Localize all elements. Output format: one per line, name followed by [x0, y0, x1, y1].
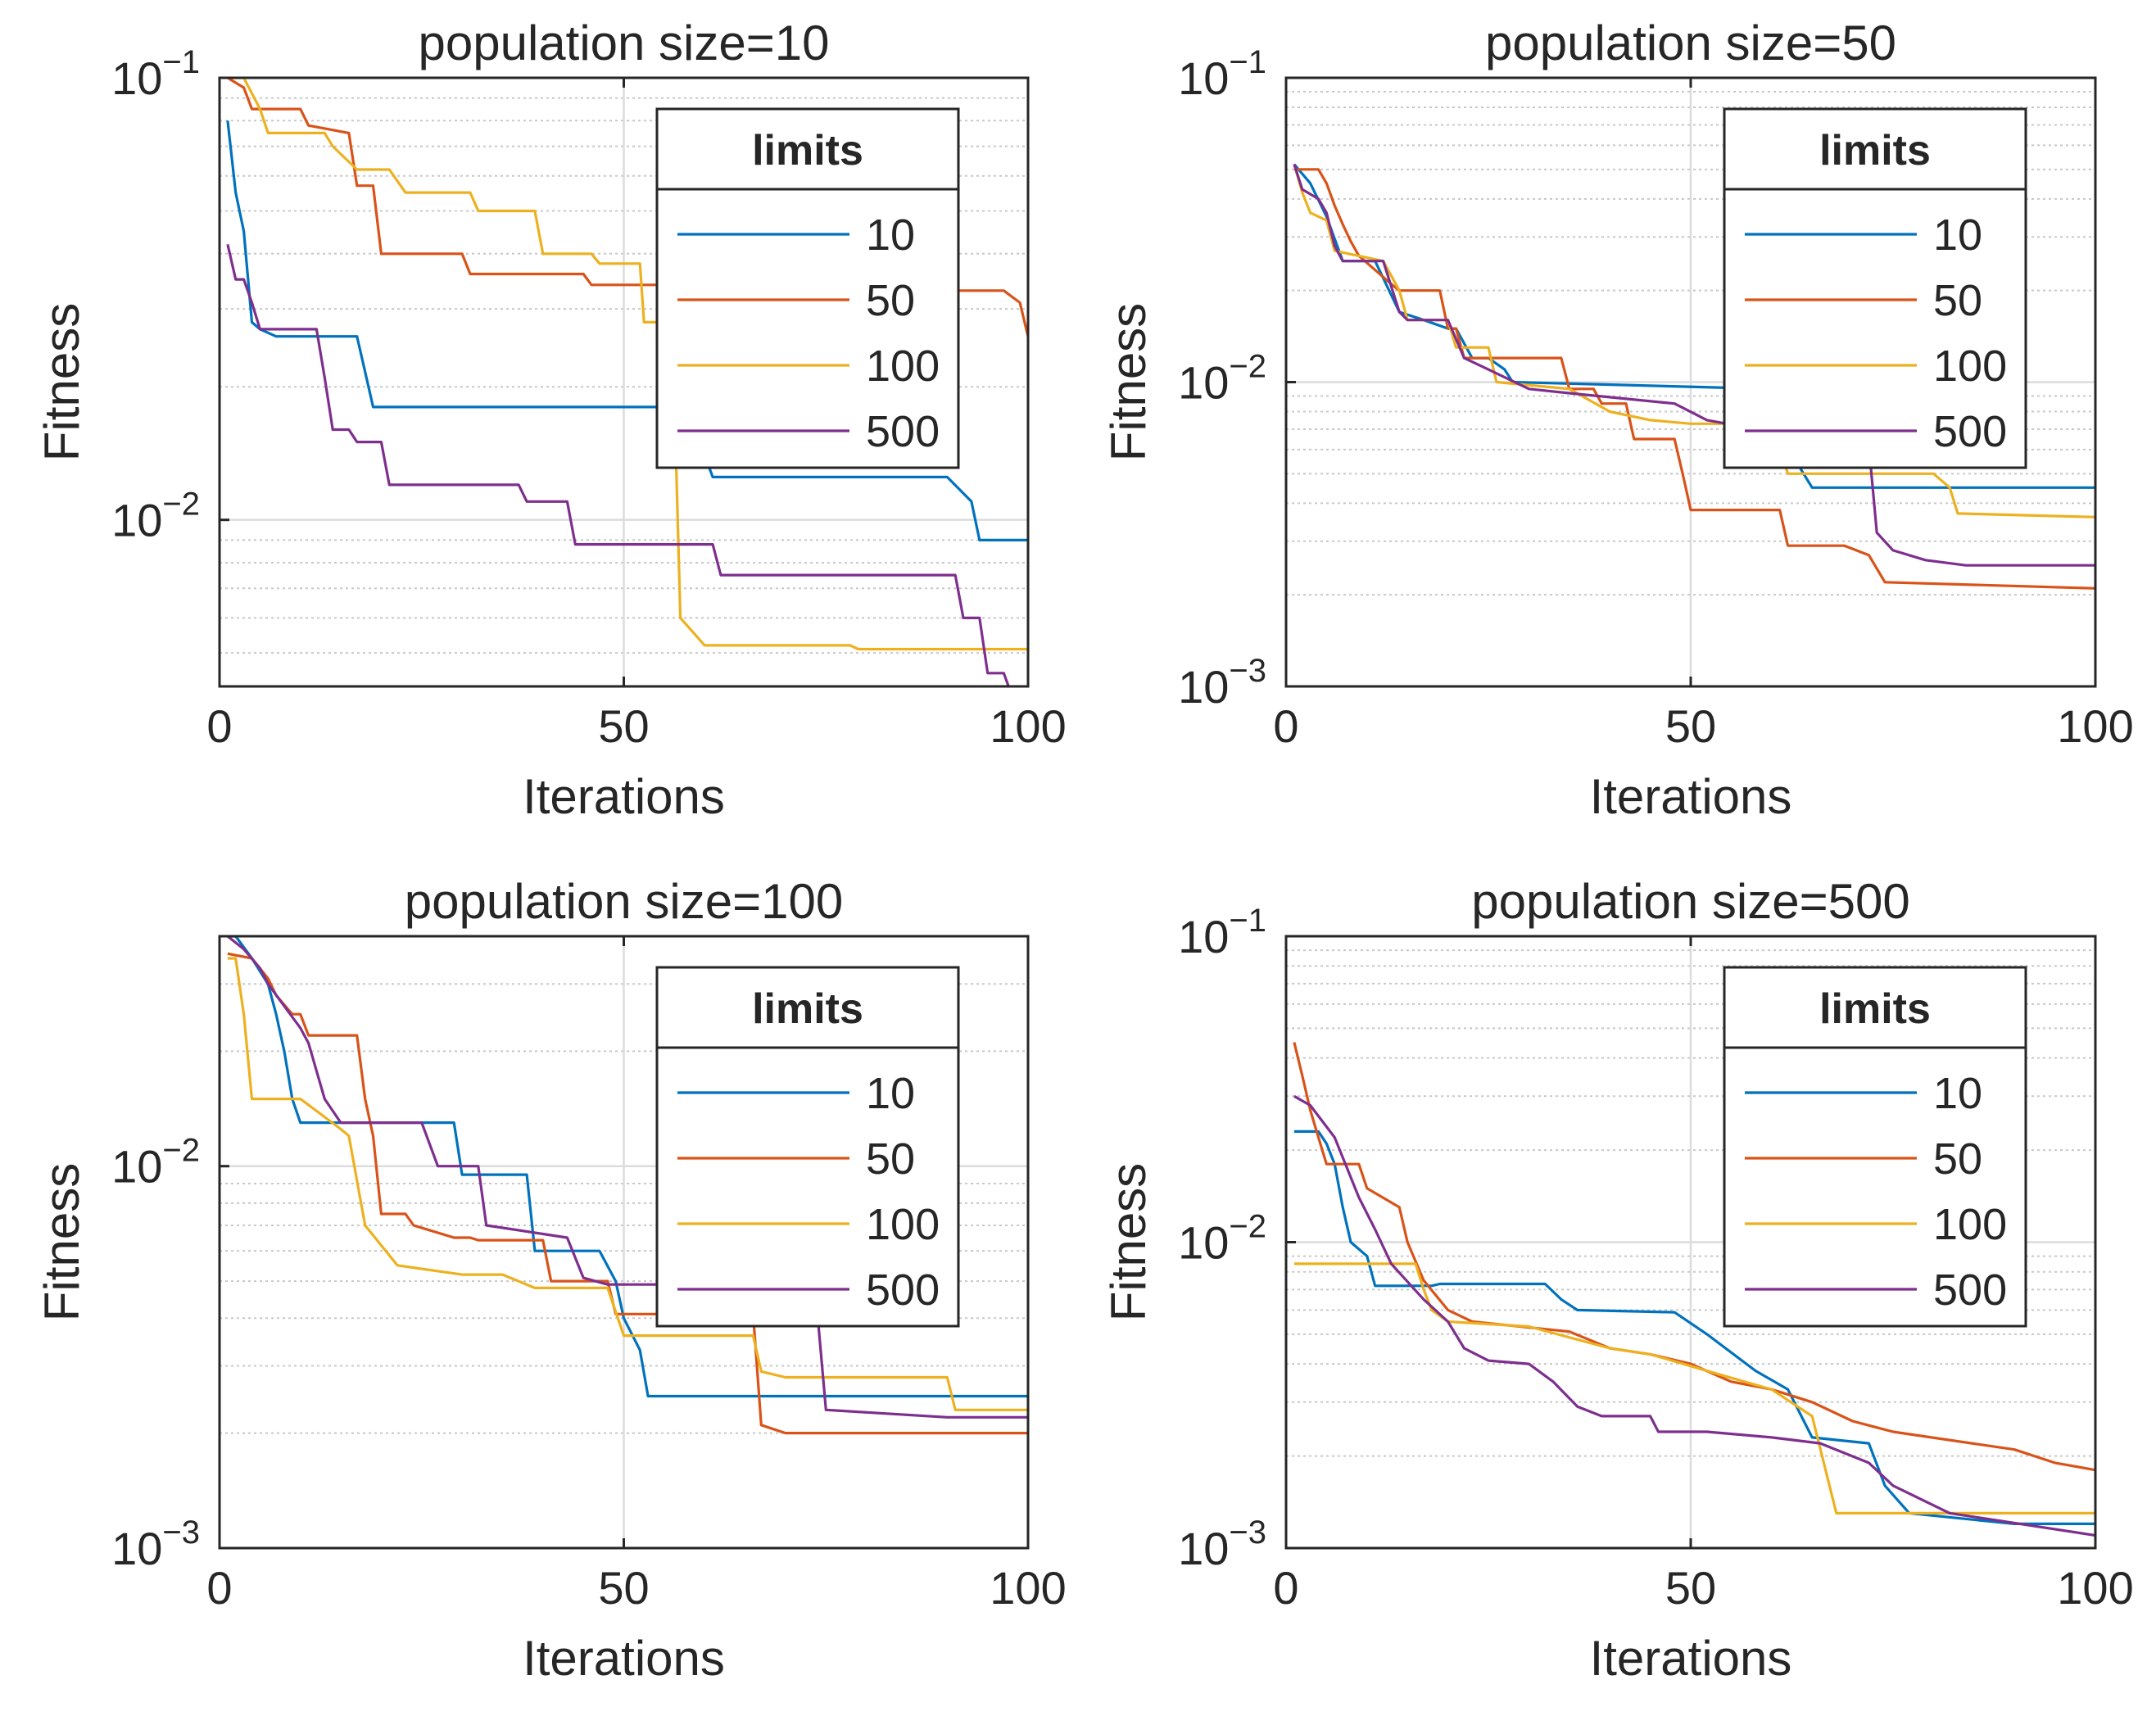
subplot-2: 0 50 100 10−3 10−2 10−1 population size=50 Iter…: [1101, 16, 2134, 824]
y-tick-label: 10−1: [111, 44, 200, 104]
x-tick-label: 0: [1273, 700, 1298, 752]
legend-title: limits: [1819, 985, 1931, 1033]
subplot-4: 0 50 100 10−3 10−2 10−1 population size=500 Ite…: [1101, 874, 2134, 1686]
series-line-500: [226, 243, 1010, 686]
y-tick-label: 10−1: [1178, 903, 1266, 962]
legend-entry-10: 10: [866, 211, 915, 260]
grid: [220, 78, 1028, 686]
series-group: [1293, 1042, 2095, 1537]
x-axis-label: Iterations: [1590, 1631, 1792, 1686]
x-tick-label: 100: [990, 700, 1066, 752]
x-tick-label: 0: [1273, 1562, 1298, 1614]
series-line-50: [1293, 168, 2095, 590]
series-line-100: [227, 957, 1028, 1411]
legend-title: limits: [752, 127, 863, 174]
legend-entry-50: 50: [866, 1134, 915, 1184]
x-tick-label: 0: [206, 1562, 232, 1614]
series-line-50: [227, 952, 1028, 1435]
subplot-1: 0 50 100 10−2 10−1 population size=10 Iteratio…: [34, 16, 1067, 824]
legend-entry-500: 500: [1933, 1265, 2007, 1315]
legend-entry-100: 100: [866, 1200, 940, 1249]
y-tick-label: 10−2: [111, 487, 200, 546]
legend-entry-50: 50: [1933, 1134, 1982, 1184]
legend-title: limits: [752, 985, 863, 1033]
series-line-10: [226, 120, 1028, 541]
legend-entry-50: 50: [1933, 276, 1982, 325]
subplot-3: 0 50 100 10−3 10−2 population size=100 Iterati…: [34, 874, 1067, 1686]
series-line-100: [227, 78, 1028, 651]
y-tick-label: 10−3: [111, 1515, 200, 1574]
series-line-100: [1293, 1262, 2095, 1515]
x-tick-label: 0: [206, 700, 232, 752]
y-axis-label: Fitness: [34, 1163, 89, 1321]
chart-title: population size=10: [418, 16, 829, 70]
x-tick-label: 100: [2057, 700, 2133, 752]
legend-entry-500: 500: [866, 407, 940, 456]
legend-entry-100: 100: [1933, 342, 2007, 391]
legend-entry-100: 100: [1933, 1200, 2007, 1249]
legend-entry-10: 10: [1933, 211, 1982, 260]
y-axis-label: Fitness: [1101, 1163, 1156, 1321]
y-tick-label: 10−3: [1178, 1515, 1266, 1574]
y-axis-label: Fitness: [34, 303, 89, 461]
legend-entry-500: 500: [866, 1265, 940, 1315]
y-tick-label: 10−2: [1178, 1209, 1266, 1269]
chart-title: population size=100: [405, 874, 843, 929]
x-axis-label: Iterations: [1590, 769, 1792, 824]
legend-box: [655, 107, 960, 469]
series-line-500: [1293, 1094, 2095, 1537]
series-line-10: [1293, 1130, 2095, 1525]
legend-entry-10: 10: [866, 1069, 915, 1118]
x-tick-label: 50: [598, 1562, 649, 1614]
x-axis-label: Iterations: [523, 769, 725, 824]
legend-box: [1723, 966, 2027, 1328]
y-tick-label: 10−3: [1178, 653, 1266, 713]
x-tick-label: 50: [1665, 1562, 1716, 1614]
legend-entry-10: 10: [1933, 1069, 1982, 1118]
series-line-500: [1293, 164, 2095, 567]
chart-title: population size=50: [1485, 16, 1896, 70]
x-tick-label: 100: [990, 1562, 1066, 1614]
x-tick-label: 50: [598, 700, 649, 752]
chart-title: population size=500: [1471, 874, 1909, 929]
legend-title: limits: [1819, 127, 1931, 174]
legend-entry-50: 50: [866, 276, 915, 325]
legend-entry-100: 100: [866, 342, 940, 391]
y-tick-label: 10−2: [111, 1133, 200, 1193]
y-tick-label: 10−1: [1178, 44, 1266, 104]
legend-entry-500: 500: [1933, 407, 2007, 456]
x-tick-label: 100: [2057, 1562, 2133, 1614]
y-axis-label: Fitness: [1101, 303, 1156, 461]
x-tick-label: 50: [1665, 700, 1716, 752]
y-tick-label: 10−2: [1178, 349, 1266, 409]
legend-box: [1723, 107, 2027, 469]
legend-box: [655, 966, 960, 1328]
x-axis-label: Iterations: [523, 1631, 725, 1686]
